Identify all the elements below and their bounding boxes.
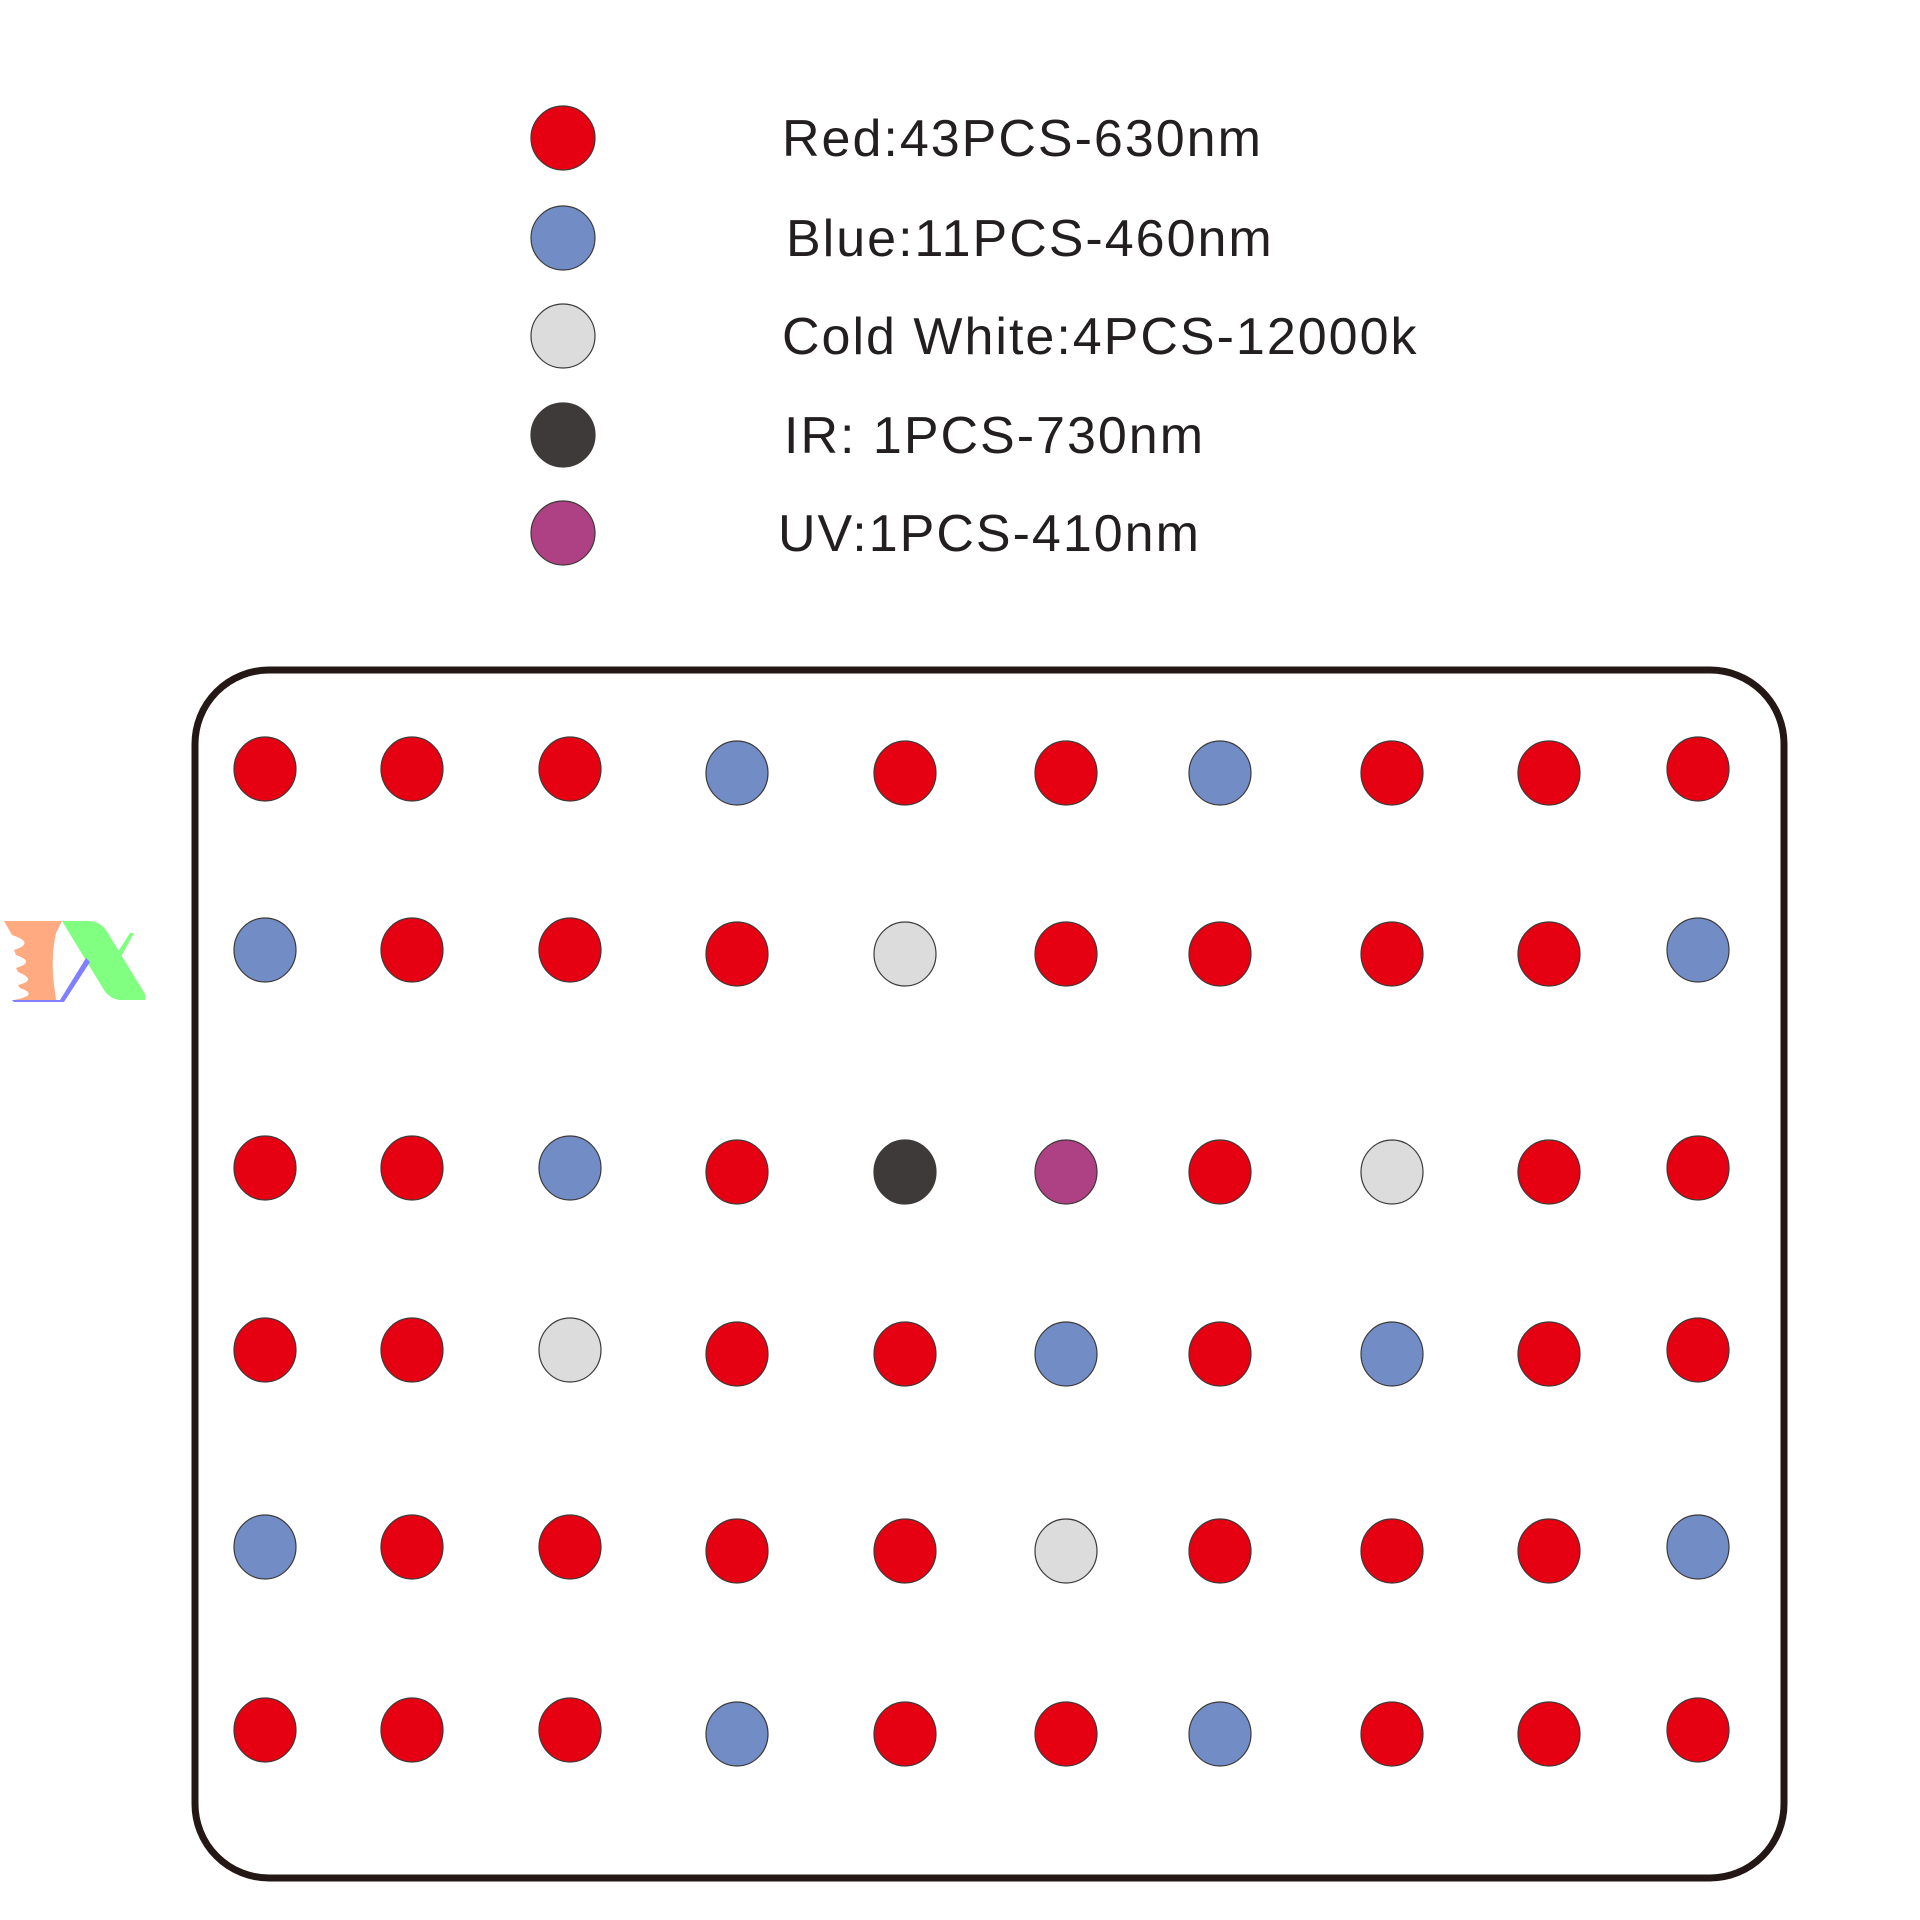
brand-logo bbox=[4, 921, 145, 1002]
led-red bbox=[1188, 1139, 1252, 1205]
legend-label-red: Red:43PCS-630nm bbox=[782, 110, 1263, 168]
led-red bbox=[1517, 1518, 1581, 1584]
led-cold-white bbox=[1034, 1518, 1098, 1584]
led-red bbox=[233, 1317, 297, 1383]
led-red bbox=[1666, 1697, 1730, 1763]
led-red bbox=[705, 1321, 769, 1387]
logo-blue-part bbox=[12, 958, 90, 1002]
led-red bbox=[380, 1514, 444, 1580]
led-red bbox=[705, 1518, 769, 1584]
led-red bbox=[705, 1139, 769, 1205]
led-red bbox=[1666, 736, 1730, 802]
led-red bbox=[1666, 1317, 1730, 1383]
led-red bbox=[1517, 1321, 1581, 1387]
led-red bbox=[873, 1701, 937, 1767]
led-red bbox=[873, 1321, 937, 1387]
led-blue bbox=[233, 1514, 297, 1580]
led-red bbox=[538, 1697, 602, 1763]
led-red bbox=[873, 1518, 937, 1584]
logo-green-part bbox=[62, 921, 145, 1000]
led-grid bbox=[233, 736, 1730, 1767]
led-cold-white bbox=[873, 921, 937, 987]
led-blue bbox=[705, 740, 769, 806]
led-red bbox=[1517, 921, 1581, 987]
legend-label-ir: IR: 1PCS-730nm bbox=[784, 407, 1205, 465]
legend-swatch-cold-white bbox=[530, 303, 596, 369]
legend-label-uv: UV:1PCS-410nm bbox=[778, 505, 1201, 563]
led-red bbox=[538, 1514, 602, 1580]
led-red bbox=[1517, 740, 1581, 806]
led-blue bbox=[1188, 1701, 1252, 1767]
led-red bbox=[1034, 921, 1098, 987]
led-red bbox=[1034, 1701, 1098, 1767]
led-red bbox=[233, 1697, 297, 1763]
led-red bbox=[1360, 740, 1424, 806]
led-red bbox=[1188, 921, 1252, 987]
led-red bbox=[233, 1135, 297, 1201]
led-blue bbox=[1034, 1321, 1098, 1387]
led-blue bbox=[705, 1701, 769, 1767]
led-red bbox=[1360, 1518, 1424, 1584]
led-red bbox=[1517, 1139, 1581, 1205]
legend-label-blue: Blue:11PCS-460nm bbox=[786, 210, 1274, 268]
led-red bbox=[1034, 740, 1098, 806]
legend-label-cold-white: Cold White:4PCS-12000k bbox=[782, 308, 1419, 366]
legend-swatch-uv bbox=[530, 500, 596, 566]
led-red bbox=[380, 736, 444, 802]
led-red bbox=[1360, 921, 1424, 987]
led-red bbox=[380, 1317, 444, 1383]
legend-swatch-red bbox=[530, 105, 596, 171]
led-red bbox=[380, 1697, 444, 1763]
logo-orange-part bbox=[4, 921, 62, 1000]
led-red bbox=[1517, 1701, 1581, 1767]
led-cold-white bbox=[1360, 1139, 1424, 1205]
led-blue bbox=[1188, 740, 1252, 806]
led-red bbox=[538, 917, 602, 983]
led-board-outline bbox=[191, 666, 1788, 1882]
led-blue bbox=[1360, 1321, 1424, 1387]
legend-swatch-blue bbox=[530, 205, 596, 271]
led-ir bbox=[873, 1139, 937, 1205]
led-uv bbox=[1034, 1139, 1098, 1205]
led-cold-white bbox=[538, 1317, 602, 1383]
led-red bbox=[380, 917, 444, 983]
led-red bbox=[538, 736, 602, 802]
led-blue bbox=[538, 1135, 602, 1201]
led-blue bbox=[1666, 1514, 1730, 1580]
led-red bbox=[705, 921, 769, 987]
legend-swatch-ir bbox=[530, 402, 596, 468]
led-red bbox=[873, 740, 937, 806]
led-blue bbox=[1666, 917, 1730, 983]
led-red bbox=[1360, 1701, 1424, 1767]
legend: Red:43PCS-630nm Blue:11PCS-460nm Cold Whit… bbox=[530, 105, 1419, 566]
led-red bbox=[380, 1135, 444, 1201]
led-red bbox=[1188, 1321, 1252, 1387]
led-red bbox=[1666, 1135, 1730, 1201]
led-red bbox=[1188, 1518, 1252, 1584]
led-blue bbox=[233, 917, 297, 983]
led-red bbox=[233, 736, 297, 802]
